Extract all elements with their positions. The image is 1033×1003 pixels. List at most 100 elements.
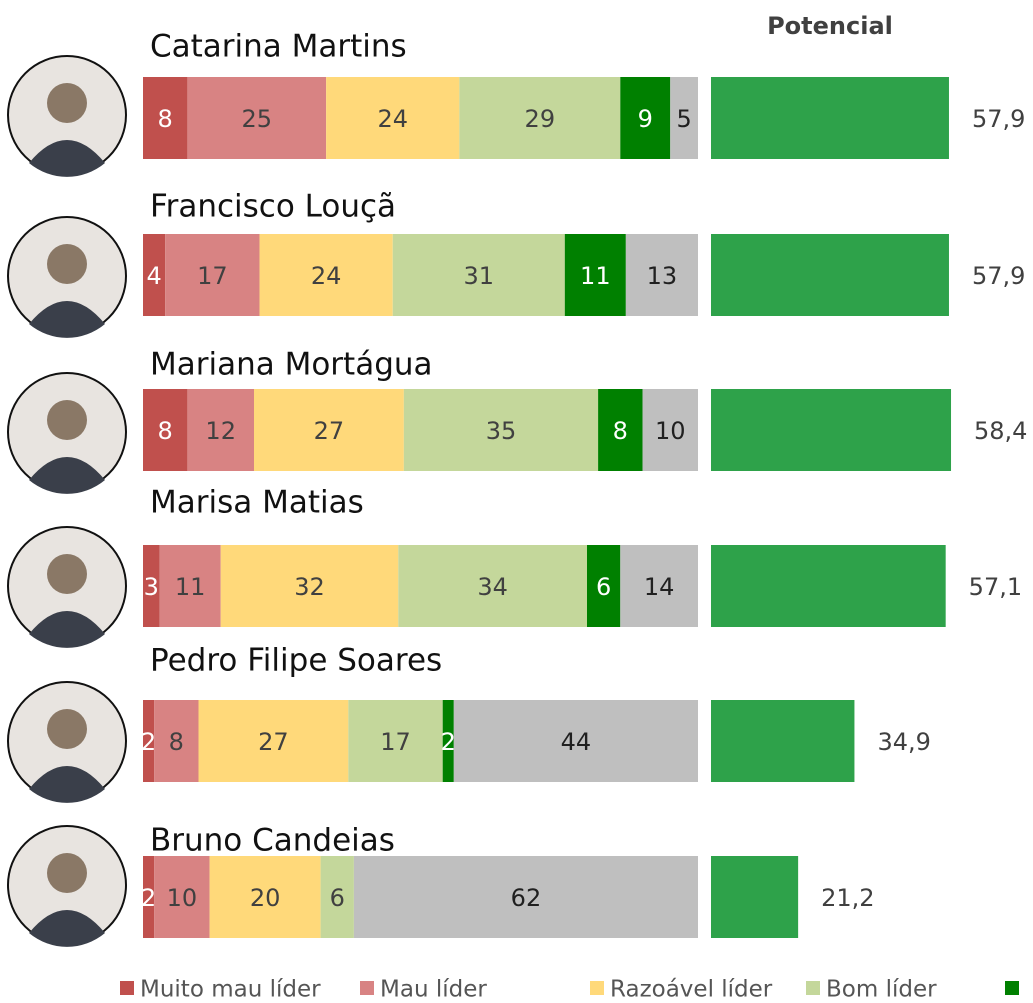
data-label: 24 (377, 105, 408, 133)
potencial-bar (711, 234, 949, 316)
photo-body (29, 457, 105, 494)
bar-segment (154, 700, 199, 782)
potencial-title: Potencial (767, 12, 893, 40)
data-label: 6 (330, 884, 345, 912)
data-label: 27 (314, 417, 345, 445)
data-label: 25 (242, 105, 273, 133)
potencial-bar (711, 700, 855, 782)
bar-segment (670, 77, 698, 159)
bar-segment (154, 856, 210, 938)
bar-segment (459, 77, 621, 159)
data-label: 2 (441, 728, 456, 756)
data-label: 29 (525, 105, 556, 133)
photo-head (47, 244, 87, 284)
bar-segment (198, 700, 349, 782)
data-label: 9 (638, 105, 653, 133)
data-label: 10 (655, 417, 686, 445)
bar-segment (403, 389, 599, 471)
photo-head (47, 400, 87, 440)
bar-segment (254, 389, 404, 471)
bar-segment (598, 389, 643, 471)
potencial-bar (711, 856, 799, 938)
bar-segment (453, 700, 698, 782)
category-label: Francisco Louçã (150, 189, 396, 225)
bar-segment (392, 234, 565, 316)
data-label: 8 (613, 417, 628, 445)
data-label: 6 (596, 573, 611, 601)
bar-segment (187, 389, 254, 471)
bar-segment (326, 77, 460, 159)
potencial-label: 57,9 (972, 262, 1025, 290)
data-label: 3 (144, 573, 159, 601)
bar-segment (165, 234, 260, 316)
data-label: 8 (158, 105, 173, 133)
legend-swatch (590, 981, 604, 995)
bar-segment (442, 700, 454, 782)
bar-segment (259, 234, 393, 316)
data-label: 13 (647, 262, 678, 290)
legend-label: Razoável líder (610, 977, 773, 1003)
legend-swatch (120, 981, 134, 995)
photo-body (29, 766, 105, 803)
legend-swatch (1005, 981, 1019, 995)
bar-segment (642, 389, 698, 471)
bar-segment (220, 545, 399, 627)
bar-segment (143, 77, 188, 159)
data-label: 11 (175, 573, 206, 601)
photo-head (47, 709, 87, 749)
bar-segment (187, 77, 327, 159)
data-label: 10 (167, 884, 198, 912)
photo-head (47, 83, 87, 123)
category-label: Catarina Martins (150, 29, 407, 65)
bar-segment (209, 856, 321, 938)
data-label: 11 (580, 262, 611, 290)
photo-head (47, 853, 87, 893)
bar-segment (564, 234, 626, 316)
data-label: 24 (311, 262, 342, 290)
bar-segment (159, 545, 221, 627)
potencial-label: 21,2 (821, 884, 874, 912)
potencial-label: 34,9 (877, 728, 930, 756)
bar-segment (348, 700, 443, 782)
data-label: 12 (205, 417, 236, 445)
data-label: 4 (146, 262, 161, 290)
data-label: 34 (477, 573, 508, 601)
bar-segment (143, 700, 155, 782)
data-label: 44 (561, 728, 592, 756)
potencial-label: 57,1 (969, 573, 1022, 601)
potencial-bar (711, 545, 946, 627)
bar-segment (353, 856, 698, 938)
data-label: 17 (380, 728, 411, 756)
photo-body (29, 611, 105, 648)
data-label: 2 (141, 884, 156, 912)
legend-label: Muito mau líder (140, 977, 321, 1003)
potencial-bar (711, 389, 952, 471)
bar-segment (143, 856, 155, 938)
data-label: 2 (141, 728, 156, 756)
data-label: 62 (511, 884, 542, 912)
category-label: Mariana Mortágua (150, 347, 433, 383)
category-label: Pedro Filipe Soares (150, 643, 442, 679)
category-label: Bruno Candeias (150, 823, 395, 859)
data-label: 35 (486, 417, 517, 445)
bar-segment (587, 545, 621, 627)
photo-body (29, 140, 105, 177)
data-label: 17 (197, 262, 228, 290)
bar-segment (620, 77, 671, 159)
bar-segment (398, 545, 587, 627)
bar-segment (143, 234, 166, 316)
photo-head (47, 554, 87, 594)
bar-segment (620, 545, 698, 627)
bar-segment (143, 545, 160, 627)
photo-body (29, 910, 105, 947)
potencial-bar (711, 77, 949, 159)
legend-swatch (806, 981, 820, 995)
legend-label: Mau líder (380, 977, 487, 1003)
bar-segment (320, 856, 354, 938)
category-label: Marisa Matias (150, 485, 364, 521)
data-label: 32 (294, 573, 325, 601)
data-label: 5 (676, 105, 691, 133)
legend-swatch (360, 981, 374, 995)
potencial-label: 58,4 (974, 417, 1027, 445)
